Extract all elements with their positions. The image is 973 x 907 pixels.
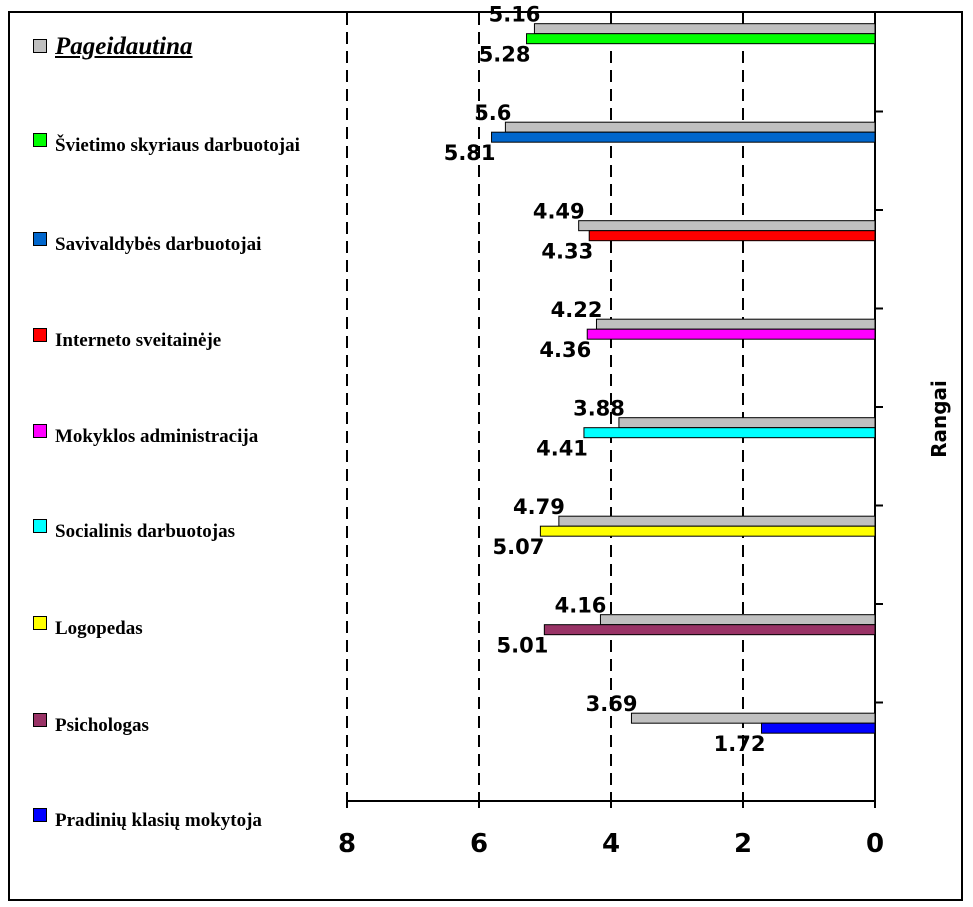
data-label-value: 4.36	[539, 338, 591, 362]
bar-value	[588, 230, 876, 242]
data-label-value: 4.41	[536, 437, 588, 461]
data-label-pageidautina: 5.6	[474, 101, 511, 125]
bar-pageidautina	[630, 712, 876, 724]
data-label-pageidautina: 4.22	[551, 298, 603, 322]
data-label-pageidautina: 3.69	[586, 692, 638, 716]
legend-label: Pradinių klasių mokytoja	[55, 810, 262, 831]
data-label-value: 5.01	[497, 634, 549, 658]
legend-label: Savivaldybės darbuotojai	[55, 234, 262, 255]
data-label-value: 5.28	[479, 43, 531, 67]
legend-label: Pageidautina	[55, 33, 193, 60]
legend-swatch	[33, 39, 47, 53]
bar-pageidautina	[558, 515, 876, 527]
x-tick-label: 0	[866, 829, 884, 859]
bar-value	[586, 328, 876, 340]
data-label-value: 4.33	[541, 240, 593, 264]
legend-label: Logopedas	[55, 618, 143, 639]
bar-value	[526, 33, 876, 45]
data-label-pageidautina: 4.49	[533, 200, 585, 224]
bar-value	[760, 722, 876, 734]
chart-frame	[8, 11, 963, 901]
bar-pageidautina	[599, 614, 876, 626]
legend-label: Mokyklos administracija	[55, 426, 259, 447]
data-label-pageidautina: 4.16	[555, 594, 607, 618]
legend-swatch	[33, 232, 47, 246]
data-label-pageidautina: 4.79	[513, 495, 565, 519]
legend-swatch	[33, 328, 47, 342]
bar-value	[539, 525, 876, 537]
bars	[491, 23, 876, 734]
bar-pageidautina	[578, 220, 876, 232]
x-tick-label: 6	[470, 829, 488, 859]
axes: 8 6 4 2 0	[338, 13, 884, 859]
legend-label: Švietimo skyriaus darbuotojai	[55, 135, 300, 156]
x-tick-label: 4	[602, 829, 620, 859]
bar-value	[583, 427, 876, 439]
data-label-value: 5.07	[493, 535, 545, 559]
data-label-pageidautina: 5.16	[489, 3, 541, 27]
gridlines	[346, 13, 744, 801]
y-axis-title: Rangai	[927, 380, 951, 458]
x-tick-label: 2	[734, 829, 752, 859]
data-label-pageidautina: 3.88	[573, 397, 625, 421]
legend-swatch	[33, 424, 47, 438]
legend-swatch	[33, 133, 47, 147]
bar-value	[543, 624, 876, 636]
bar-pageidautina	[504, 121, 876, 133]
legend-swatch	[33, 616, 47, 630]
legend-swatch	[33, 713, 47, 727]
legend-label: Psichologas	[55, 715, 149, 736]
data-label-value: 5.81	[444, 141, 496, 165]
data-label-value: 1.72	[714, 732, 766, 756]
bar-pageidautina	[618, 417, 876, 429]
bar-pageidautina	[595, 318, 876, 330]
bar-pageidautina	[533, 23, 876, 35]
bar-value	[491, 131, 876, 143]
x-tick-label: 8	[338, 829, 356, 859]
legend-label: Socialinis darbuotojas	[55, 521, 236, 542]
legend-label: Interneto sveitainėje	[55, 330, 222, 351]
legend-swatch	[33, 519, 47, 533]
legend-swatch	[33, 808, 47, 822]
data-labels: 5.16 5.28 5.6 5.81 4.49 4.33 4.22 4.36 3.88 4.41 4…	[444, 3, 766, 756]
